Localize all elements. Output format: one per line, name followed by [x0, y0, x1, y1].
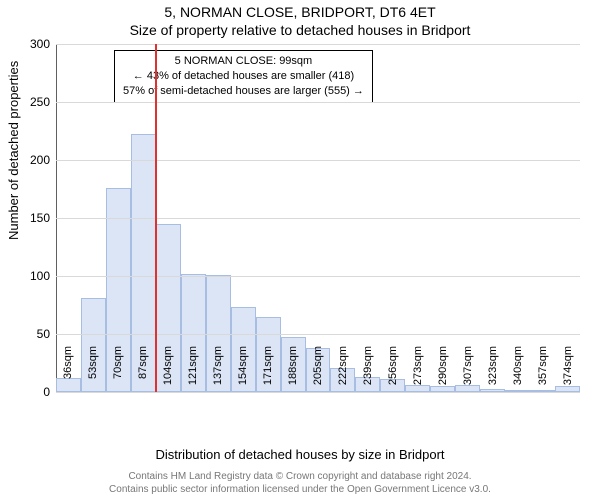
y-tick-label: 250 [10, 95, 50, 109]
annotation-line-2: ← 43% of detached houses are smaller (41… [123, 69, 364, 84]
x-tick-label: 239sqm [362, 346, 374, 396]
page-title: 5, NORMAN CLOSE, BRIDPORT, DT6 4ET [0, 4, 600, 20]
footer-attribution: Contains HM Land Registry data © Crown c… [0, 471, 600, 496]
x-tick-label: 36sqm [62, 346, 74, 396]
annotation-line-3: 57% of semi-detached houses are larger (… [123, 84, 364, 99]
grid-line [56, 276, 580, 277]
y-tick-label: 150 [10, 211, 50, 225]
x-tick-label: 222sqm [337, 346, 349, 396]
x-tick-label: 256sqm [387, 346, 399, 396]
grid-line [56, 102, 580, 103]
x-tick-label: 290sqm [437, 346, 449, 396]
x-tick-label: 121sqm [187, 346, 199, 396]
x-tick-label: 307sqm [462, 346, 474, 396]
x-tick-label: 70sqm [112, 346, 124, 396]
grid-line [56, 160, 580, 161]
y-tick-label: 300 [10, 37, 50, 51]
annotation-line-1: 5 NORMAN CLOSE: 99sqm [123, 54, 364, 69]
footer-line-2: Contains public sector information licen… [0, 484, 600, 497]
y-tick-label: 50 [10, 327, 50, 341]
grid-line [56, 334, 580, 335]
x-tick-label: 87sqm [137, 346, 149, 396]
x-tick-label: 357sqm [537, 346, 549, 396]
x-tick-label: 104sqm [162, 346, 174, 396]
x-tick-label: 205sqm [312, 346, 324, 396]
x-tick-label: 137sqm [212, 346, 224, 396]
histogram-chart: 5 NORMAN CLOSE: 99sqm ← 43% of detached … [56, 44, 580, 392]
x-tick-label: 374sqm [562, 346, 574, 396]
x-axis-label: Distribution of detached houses by size … [0, 447, 600, 462]
x-tick-label: 273sqm [412, 346, 424, 396]
x-tick-label: 340sqm [512, 346, 524, 396]
marker-line [155, 44, 157, 392]
x-tick-label: 154sqm [237, 346, 249, 396]
grid-line [56, 218, 580, 219]
annotation-box: 5 NORMAN CLOSE: 99sqm ← 43% of detached … [114, 50, 373, 103]
y-tick-label: 0 [10, 385, 50, 399]
y-tick-label: 200 [10, 153, 50, 167]
grid-line [56, 44, 580, 45]
x-tick-label: 53sqm [87, 346, 99, 396]
footer-line-1: Contains HM Land Registry data © Crown c… [0, 471, 600, 484]
page-subtitle: Size of property relative to detached ho… [0, 22, 600, 38]
x-tick-label: 323sqm [487, 346, 499, 396]
x-tick-label: 171sqm [262, 346, 274, 396]
x-tick-label: 188sqm [287, 346, 299, 396]
y-tick-label: 100 [10, 269, 50, 283]
